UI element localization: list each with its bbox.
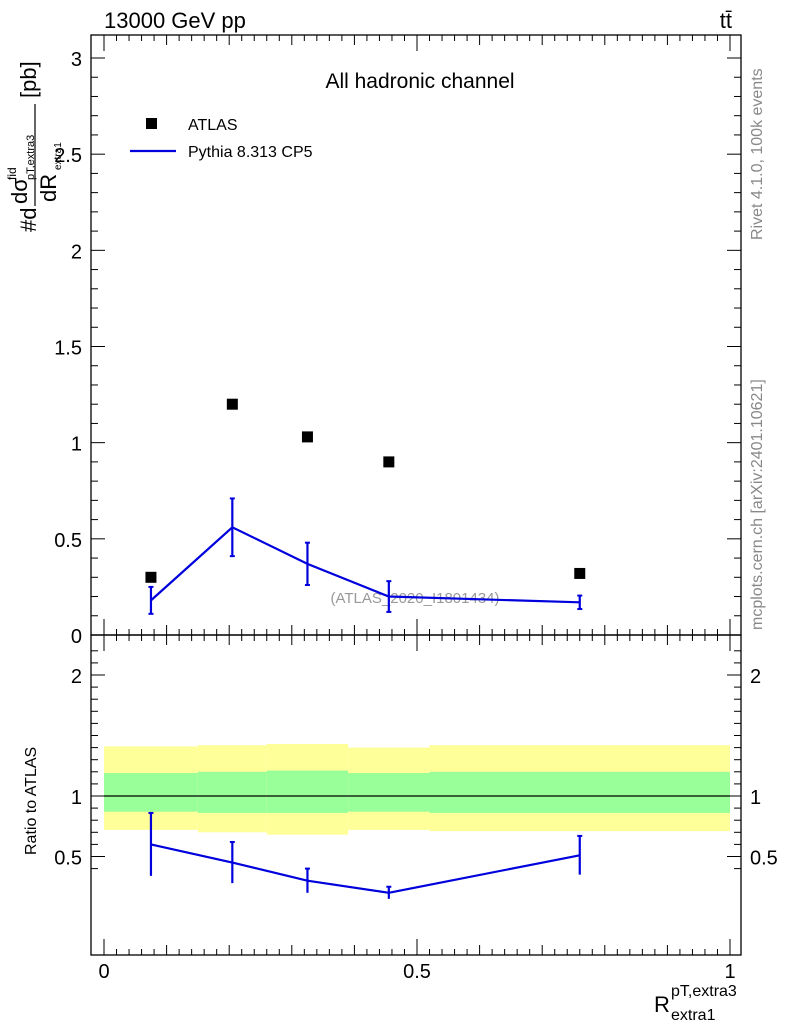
x-tick-label: 0.5: [403, 961, 431, 983]
main-y-tick-label: 0.5: [54, 530, 82, 552]
source-label: mcplots.cern.ch [arXiv:2401.10621]: [749, 379, 766, 630]
legend-pythia-label: Pythia 8.313 CP5: [188, 144, 313, 161]
legend-atlas-marker: [146, 118, 157, 129]
atlas-series: [145, 398, 586, 583]
main-y-tick-label: 3: [71, 49, 82, 71]
x-tick-label: 0: [98, 961, 109, 983]
ratio-band-inner: [348, 773, 430, 812]
y-label-numerator-sub: pT,extra3: [25, 135, 37, 180]
y-label-numerator-sup: fid: [5, 167, 19, 180]
y-label-denominator-sub: extra1: [53, 142, 64, 170]
y-label-numerator: dσ: [7, 178, 32, 204]
ratio-uncertainty-bands: [104, 743, 730, 835]
ratio-y-tick-label: 0.5: [54, 848, 82, 870]
ratio-y-tick-label-right: 1: [750, 787, 761, 809]
ratio-band-inner: [429, 771, 730, 813]
x-label-sub: extra1: [671, 1007, 716, 1024]
atlas-data-point: [574, 567, 586, 579]
main-y-tick-label: 0: [71, 626, 82, 648]
ratio-band-inner: [266, 770, 349, 813]
upper-y-axis-label: #d dσ fid pT,extra3 dR extra1 [pb]: [5, 61, 64, 232]
ratio-y-axis-label: Ratio to ATLAS: [23, 747, 40, 855]
ratio-y-tick-label-right: 0.5: [750, 848, 778, 870]
x-label-sup: pT,extra3: [671, 983, 737, 1000]
y-label-unit: [pb]: [16, 61, 41, 98]
main-y-tick-label: 1.5: [54, 338, 82, 360]
ratio-plot-frame: [90, 634, 742, 956]
energy-label: 13000 GeV pp: [104, 8, 246, 33]
ratio-band-inner: [197, 771, 267, 813]
ratio-y-tick-label-right: 2: [750, 666, 761, 688]
ratio-line: [150, 843, 580, 894]
legend-atlas-label: ATLAS: [188, 117, 238, 134]
y-label-prefix: #d: [16, 208, 41, 232]
axes: 0 0.5 1 1.5 2 2.5 3 0 0.5 1 0.5 0.5 1 1 2 2: [54, 35, 778, 983]
pythia-series: [148, 497, 583, 615]
x-label-main: R: [654, 992, 670, 1017]
x-axis-label: R pT,extra3 extra1: [654, 983, 737, 1024]
legend: ATLAS Pythia 8.313 CP5: [130, 117, 313, 161]
main-y-tick-label: 2.5: [54, 145, 82, 167]
plot-title: All hadronic channel: [325, 70, 514, 93]
process-label: tt̄: [720, 8, 732, 33]
ratio-y-tick-label: 2: [71, 666, 82, 688]
atlas-data-point: [301, 431, 313, 443]
ratio-y-tick-label: 1: [71, 787, 82, 809]
y-label-denominator: dR: [36, 174, 61, 202]
x-tick-label: 1: [724, 961, 735, 983]
atlas-data-point: [145, 571, 157, 583]
atlas-data-point: [383, 456, 395, 468]
main-y-tick-label: 1: [71, 434, 82, 456]
generator-label: Rivet 4.1.0, 100k events: [749, 68, 766, 240]
ratio-band-inner: [104, 773, 198, 812]
main-y-tick-label: 2: [71, 241, 82, 263]
analysis-watermark: (ATLAS_2020_I1801434): [330, 590, 499, 607]
ratio-series: [148, 811, 583, 899]
atlas-data-point: [226, 398, 238, 410]
